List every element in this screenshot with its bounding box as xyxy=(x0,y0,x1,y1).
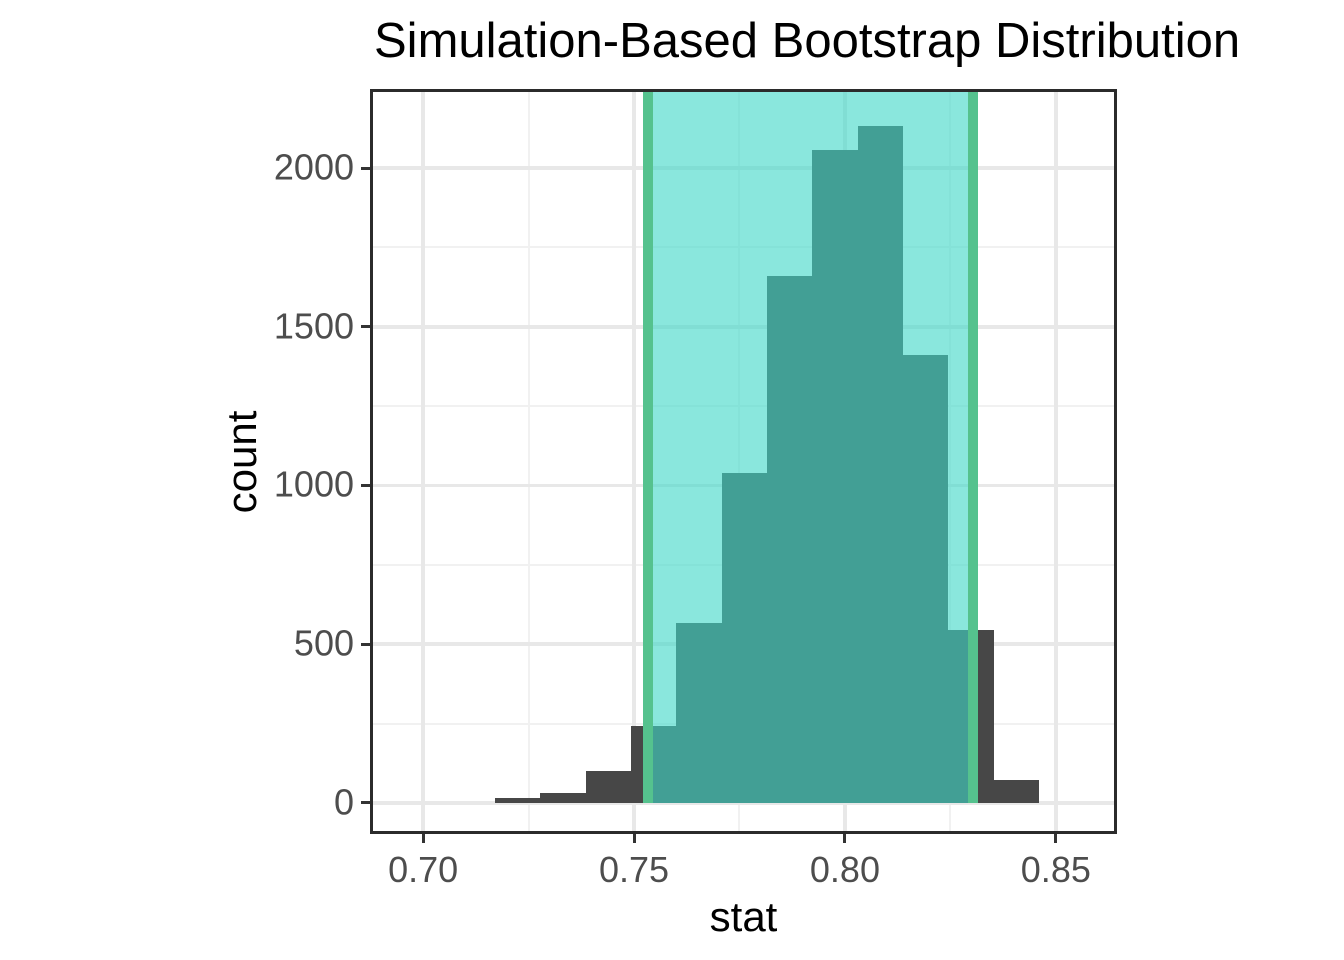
y-tick-label: 0 xyxy=(333,781,354,823)
x-axis-tick xyxy=(843,834,847,843)
x-tick-label: 0.70 xyxy=(388,849,459,890)
x-axis-tick xyxy=(421,834,425,843)
y-axis-tick xyxy=(361,801,370,805)
histogram-bar xyxy=(540,792,586,803)
ci-shade-fill xyxy=(647,89,974,803)
histogram-bar xyxy=(585,771,631,803)
chart-title: Simulation-Based Bootstrap Distribution xyxy=(374,14,1241,68)
y-tick-label: 1500 xyxy=(273,305,354,347)
x-axis-tick xyxy=(1054,834,1058,843)
gridline-minor-x xyxy=(527,89,530,834)
x-axis-title: stat xyxy=(709,893,778,940)
y-axis-tick xyxy=(361,325,370,329)
x-tick-label: 0.75 xyxy=(598,849,670,890)
gridline-major-x xyxy=(421,89,425,834)
x-tick-label: 0.85 xyxy=(1020,849,1091,890)
y-axis-tick xyxy=(361,642,370,646)
x-axis-tick xyxy=(632,834,636,843)
ci-lower-bound-line xyxy=(642,89,653,803)
histogram-bar xyxy=(494,798,541,803)
gridline-major-y xyxy=(370,801,1117,805)
y-axis-tick xyxy=(361,166,370,170)
ci-upper-bound-line xyxy=(968,89,979,803)
y-tick-label: 500 xyxy=(293,622,354,664)
y-tick-label: 2000 xyxy=(273,146,354,188)
plot-panel xyxy=(370,89,1117,834)
y-axis-tick xyxy=(361,483,370,487)
x-tick-label: 0.80 xyxy=(809,849,880,890)
gridline-major-x xyxy=(1054,89,1058,834)
histogram-bar xyxy=(993,780,1039,803)
confidence-interval-shade xyxy=(370,89,1117,834)
gridline-major-x xyxy=(632,89,636,834)
y-axis-title: count xyxy=(218,410,265,513)
y-tick-label: 1000 xyxy=(273,463,354,505)
